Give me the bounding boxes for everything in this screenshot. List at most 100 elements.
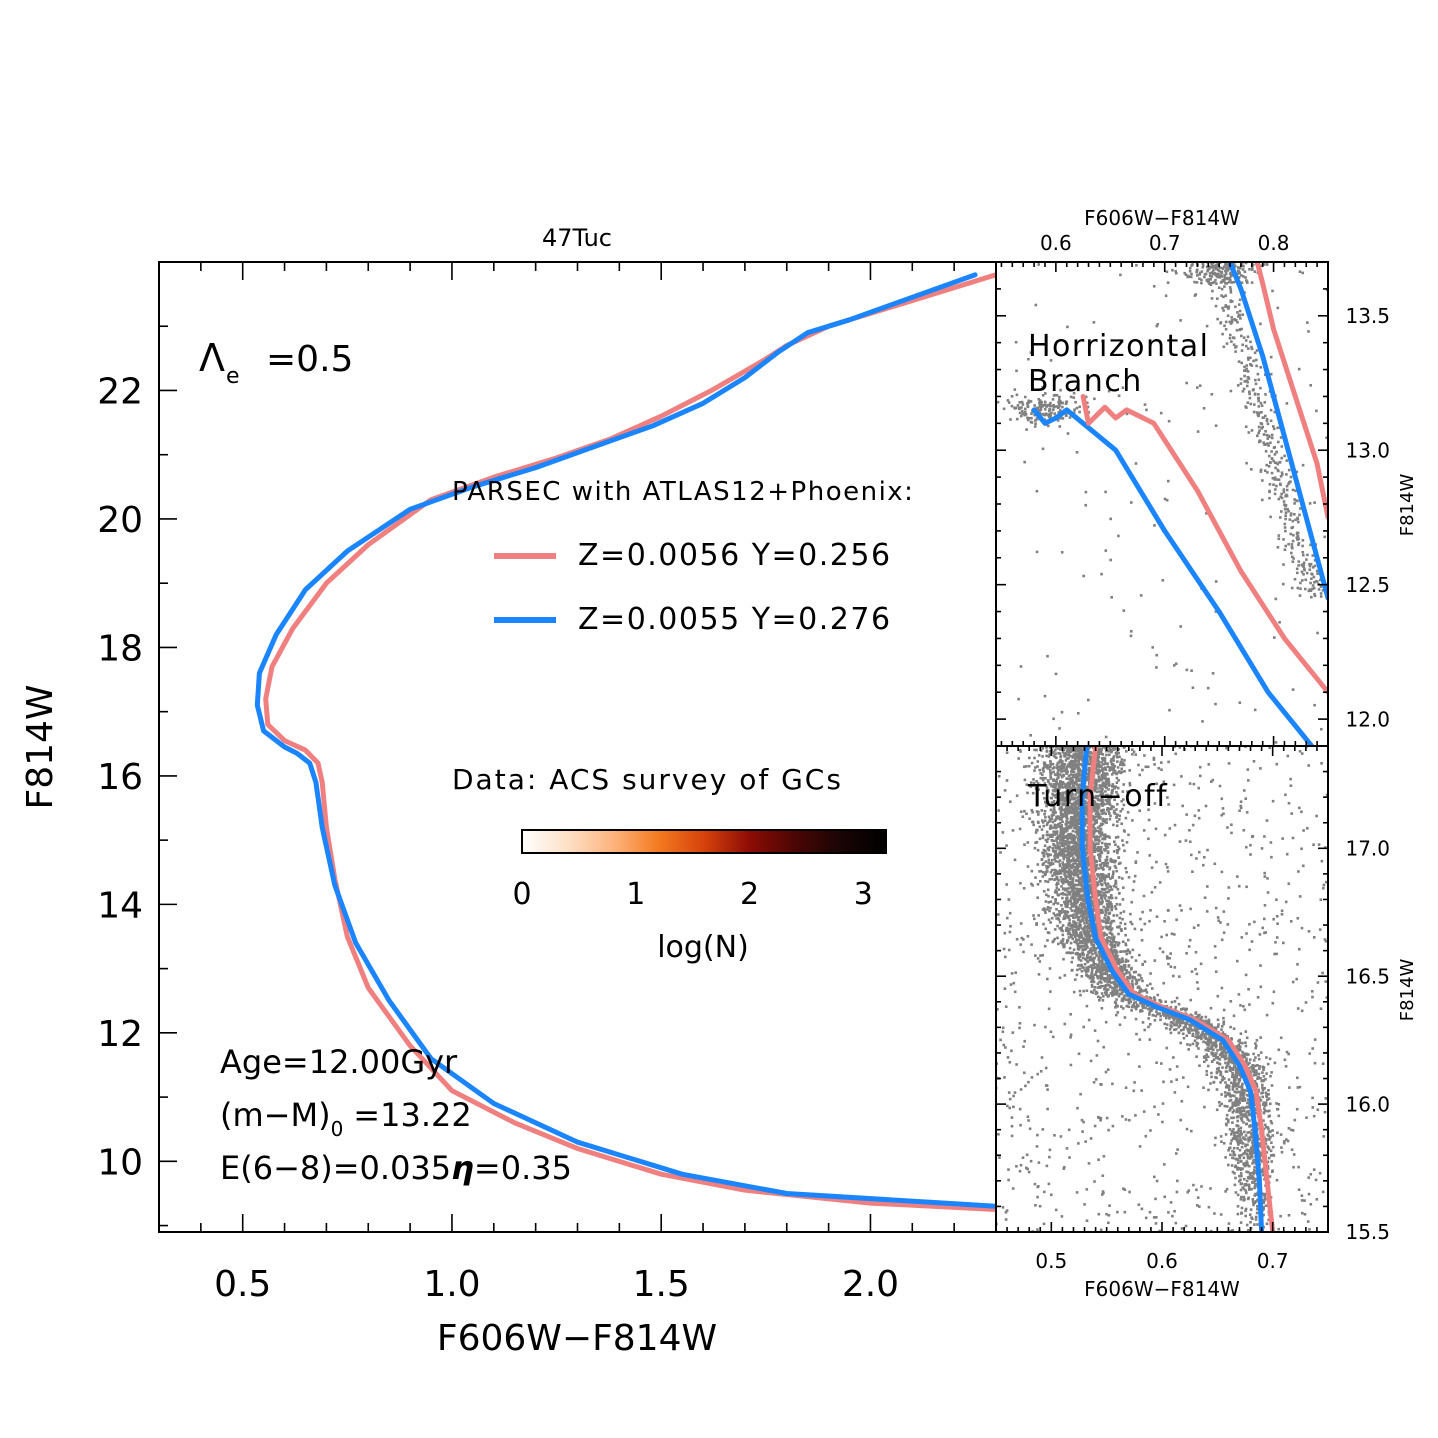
dm-subscript: 0 xyxy=(331,1117,344,1141)
star-point xyxy=(1263,1107,1266,1111)
star-point xyxy=(1078,898,1081,902)
star-point xyxy=(1211,289,1214,293)
star-point xyxy=(1064,753,1067,757)
star-point xyxy=(1240,334,1243,338)
star-point xyxy=(1243,380,1246,383)
star-point xyxy=(1097,838,1101,842)
star-point xyxy=(1291,519,1295,523)
star-point xyxy=(1263,1087,1266,1090)
star-point xyxy=(1043,400,1047,404)
star-point xyxy=(1241,390,1245,393)
star-point xyxy=(1055,854,1058,858)
star-point xyxy=(1217,1023,1220,1026)
star-point xyxy=(1020,406,1023,409)
star-point xyxy=(1210,266,1214,269)
star-point xyxy=(1188,266,1192,270)
star-point xyxy=(1237,360,1241,363)
star-point xyxy=(1179,319,1182,322)
star-point xyxy=(1159,411,1163,415)
hb-ylabel: F814W xyxy=(1397,474,1418,537)
star-point xyxy=(1107,788,1110,791)
star-point xyxy=(1053,937,1057,941)
star-point xyxy=(1054,789,1057,793)
star-point xyxy=(1246,401,1250,404)
star-point xyxy=(1210,393,1214,396)
star-point xyxy=(1292,533,1295,537)
star-point xyxy=(1226,1105,1229,1108)
star-point xyxy=(1292,557,1295,560)
star-point xyxy=(1110,596,1113,599)
star-point xyxy=(1059,401,1063,405)
star-point xyxy=(1230,340,1233,343)
star-point xyxy=(1241,343,1244,347)
star-point xyxy=(1124,960,1127,963)
star-point xyxy=(1253,270,1257,273)
star-point xyxy=(1064,887,1067,891)
star-point xyxy=(1101,339,1104,343)
star-point xyxy=(1174,662,1178,665)
star-point xyxy=(1210,1071,1213,1075)
star-point xyxy=(1248,392,1251,396)
star-point xyxy=(1285,484,1289,488)
star-point xyxy=(1242,387,1246,391)
star-point xyxy=(1265,1151,1269,1154)
star-point xyxy=(1208,265,1212,268)
star-point xyxy=(1095,975,1099,978)
star-point xyxy=(1086,405,1090,409)
star-point xyxy=(1057,402,1061,405)
star-point xyxy=(1065,400,1068,403)
star-point xyxy=(1053,412,1056,415)
star-point xyxy=(1208,1041,1211,1045)
star-point xyxy=(1155,324,1159,328)
star-point xyxy=(1229,1142,1232,1145)
star-point xyxy=(1055,891,1058,894)
star-point xyxy=(1104,549,1108,552)
star-point xyxy=(1042,851,1046,855)
star-point xyxy=(1214,702,1217,706)
star-point xyxy=(1056,803,1059,806)
star-point xyxy=(1107,890,1110,894)
star-point xyxy=(1100,572,1103,576)
star-point xyxy=(1308,563,1311,566)
star-point xyxy=(1277,440,1280,444)
star-point xyxy=(1043,694,1047,698)
star-point xyxy=(1072,396,1076,399)
star-point xyxy=(1247,358,1250,361)
star-point xyxy=(1075,763,1078,766)
star-point xyxy=(1143,960,1147,963)
star-point xyxy=(1273,478,1276,481)
star-point xyxy=(1084,503,1087,507)
star-point xyxy=(1183,271,1186,275)
star-point xyxy=(1229,389,1233,393)
star-point xyxy=(1065,951,1069,955)
star-point xyxy=(1299,587,1302,590)
star-point xyxy=(1081,953,1084,956)
star-point xyxy=(1279,436,1283,439)
star-point xyxy=(1193,280,1196,284)
hb-isochrones xyxy=(1031,262,1328,746)
star-point xyxy=(1123,849,1126,853)
star-point xyxy=(1267,1127,1270,1131)
star-point xyxy=(1044,900,1048,903)
star-point xyxy=(1094,829,1098,833)
star-point xyxy=(1016,404,1020,407)
star-point xyxy=(1035,550,1039,554)
star-point xyxy=(1038,825,1042,828)
star-point xyxy=(1175,271,1178,275)
star-point xyxy=(1050,813,1054,817)
star-point xyxy=(1170,1020,1174,1024)
star-point xyxy=(1251,1198,1255,1201)
star-point xyxy=(1255,349,1259,352)
star-point xyxy=(1224,1133,1228,1136)
star-point xyxy=(1243,374,1246,378)
star-point xyxy=(1112,884,1116,888)
star-point xyxy=(1214,610,1218,613)
star-point xyxy=(1109,517,1112,521)
main-xlabel: F606W−F814W xyxy=(437,1318,717,1359)
star-point xyxy=(1246,370,1250,373)
star-point xyxy=(1049,401,1052,405)
star-point xyxy=(1262,1068,1265,1071)
star-point xyxy=(1250,468,1253,471)
star-point xyxy=(1059,400,1062,403)
star-point xyxy=(1241,1082,1244,1086)
